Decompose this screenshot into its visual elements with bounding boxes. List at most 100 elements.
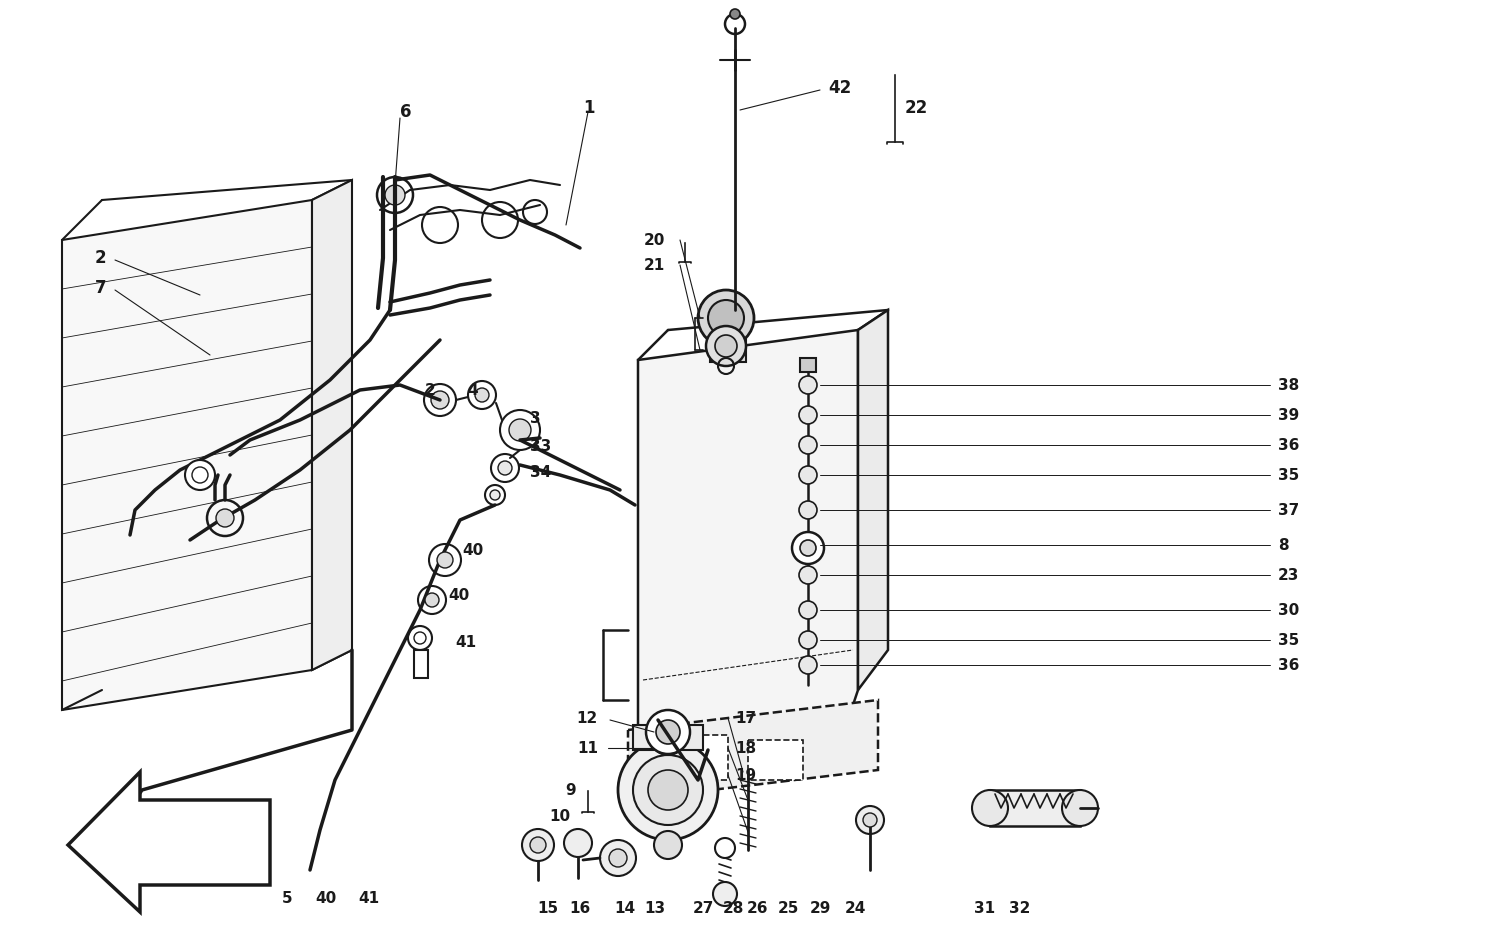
Circle shape	[609, 849, 627, 867]
Circle shape	[800, 536, 818, 554]
Circle shape	[386, 185, 405, 205]
Circle shape	[862, 813, 877, 827]
Polygon shape	[62, 200, 312, 710]
Text: 8: 8	[1278, 537, 1288, 552]
Text: 20: 20	[644, 233, 664, 248]
Circle shape	[436, 552, 453, 568]
Text: 4: 4	[466, 382, 477, 397]
Text: 3: 3	[530, 411, 540, 426]
Circle shape	[800, 631, 818, 649]
Circle shape	[216, 509, 234, 527]
Circle shape	[424, 593, 439, 607]
Text: 28: 28	[723, 901, 744, 916]
Bar	[990, 790, 1080, 826]
Circle shape	[600, 840, 636, 876]
Text: 30: 30	[1278, 603, 1299, 618]
Circle shape	[730, 9, 740, 19]
Text: 6: 6	[400, 103, 411, 121]
Text: 41: 41	[454, 635, 476, 650]
Text: 13: 13	[645, 901, 666, 916]
Circle shape	[800, 656, 818, 674]
Circle shape	[708, 300, 744, 336]
Text: 35: 35	[1278, 633, 1299, 647]
Text: 23: 23	[1278, 568, 1299, 583]
Circle shape	[184, 460, 214, 490]
Text: 2: 2	[424, 382, 435, 397]
Circle shape	[856, 806, 883, 834]
Text: 27: 27	[693, 901, 714, 916]
Text: 33: 33	[530, 439, 552, 453]
Circle shape	[712, 882, 736, 906]
Text: 32: 32	[1010, 901, 1031, 916]
Circle shape	[800, 601, 818, 619]
Circle shape	[522, 829, 554, 861]
Text: 34: 34	[530, 464, 552, 480]
Bar	[633, 725, 704, 750]
Polygon shape	[68, 772, 270, 912]
Text: 40: 40	[462, 542, 483, 557]
Circle shape	[716, 838, 735, 858]
Text: 16: 16	[570, 901, 591, 916]
Text: 10: 10	[549, 809, 570, 824]
Text: 35: 35	[1278, 467, 1299, 482]
Circle shape	[698, 290, 754, 346]
Circle shape	[800, 566, 818, 584]
Bar	[800, 358, 816, 372]
Text: 40: 40	[448, 587, 470, 603]
Text: 15: 15	[537, 901, 558, 916]
Polygon shape	[628, 700, 878, 800]
Circle shape	[800, 466, 818, 484]
Bar	[414, 650, 428, 678]
Text: 19: 19	[735, 767, 756, 782]
Text: 5: 5	[282, 890, 292, 905]
Text: 42: 42	[828, 79, 852, 97]
Text: 18: 18	[735, 741, 756, 756]
Text: 11: 11	[578, 741, 598, 756]
Text: 36: 36	[1278, 657, 1299, 673]
Text: 31: 31	[975, 901, 996, 916]
Circle shape	[800, 436, 818, 454]
Text: 29: 29	[810, 901, 831, 916]
Circle shape	[650, 719, 686, 755]
Circle shape	[430, 391, 448, 409]
Polygon shape	[638, 330, 858, 750]
Polygon shape	[858, 310, 888, 690]
Circle shape	[509, 419, 531, 441]
Text: 12: 12	[576, 710, 598, 726]
Text: 9: 9	[566, 782, 576, 797]
Circle shape	[564, 829, 592, 857]
Text: 21: 21	[644, 257, 664, 272]
Bar	[748, 740, 802, 780]
Text: 40: 40	[315, 890, 336, 905]
Circle shape	[654, 831, 682, 859]
Circle shape	[1062, 790, 1098, 826]
Text: 38: 38	[1278, 377, 1299, 393]
Text: 25: 25	[777, 901, 798, 916]
Text: 24: 24	[844, 901, 865, 916]
Text: 1: 1	[584, 99, 594, 117]
Circle shape	[792, 532, 824, 564]
Circle shape	[646, 710, 690, 754]
Circle shape	[648, 770, 688, 810]
Text: 37: 37	[1278, 502, 1299, 517]
Circle shape	[618, 740, 718, 840]
Text: 41: 41	[358, 890, 380, 905]
Circle shape	[716, 335, 736, 357]
Circle shape	[800, 540, 816, 556]
Text: 17: 17	[735, 710, 756, 726]
Bar	[668, 735, 728, 780]
Text: 14: 14	[615, 901, 636, 916]
Circle shape	[800, 376, 818, 394]
Text: 2: 2	[94, 249, 106, 267]
Circle shape	[706, 326, 746, 366]
Circle shape	[490, 490, 500, 500]
Circle shape	[972, 790, 1008, 826]
Text: 39: 39	[1278, 408, 1299, 423]
Text: 22: 22	[904, 99, 928, 117]
Circle shape	[476, 388, 489, 402]
Circle shape	[800, 501, 818, 519]
Bar	[710, 330, 746, 362]
Text: 26: 26	[747, 901, 768, 916]
Circle shape	[800, 406, 818, 424]
Polygon shape	[312, 180, 352, 670]
